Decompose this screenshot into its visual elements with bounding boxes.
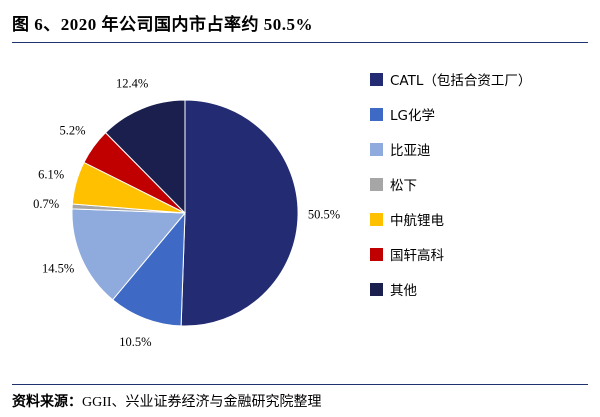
pie-value-label: 6.1%	[38, 168, 64, 182]
legend-label: CATL（包括合资工厂）	[390, 73, 532, 90]
pie-value-label: 5.2%	[59, 123, 85, 137]
legend-label: 国轩高科	[390, 248, 444, 265]
legend-label: 中航锂电	[390, 213, 444, 230]
title-divider	[12, 42, 588, 44]
legend-label: LG化学	[390, 108, 435, 125]
pie-value-label: 10.5%	[119, 335, 151, 349]
legend-swatch	[370, 107, 383, 121]
pie-slice	[180, 99, 299, 327]
legend-label: 其他	[390, 283, 417, 300]
pie-value-label: 0.7%	[33, 197, 59, 211]
figure-title: 图 6、2020 年公司国内市占率约 50.5%	[12, 15, 313, 34]
legend-swatch	[370, 247, 383, 261]
chart-legend: CATL（包括合资工厂） LG化学比亚迪松下中航锂电国轩高科其他	[370, 69, 531, 299]
pie-value-label: 14.5%	[42, 262, 74, 276]
pie-value-label: 12.4%	[116, 76, 148, 90]
pie-slice	[104, 99, 186, 215]
legend-swatch	[370, 212, 383, 226]
pie-chart-container: 50.5% 10.5% 14.5% 0.7% 6.1% 5.2% 12.4%	[12, 47, 362, 384]
legend-item: 比亚迪	[370, 139, 531, 159]
source-text: GGII、兴业证券经济与金融研究院整理	[82, 395, 322, 410]
pie-slice	[71, 208, 187, 301]
legend-item: CATL（包括合资工厂）	[370, 69, 531, 89]
legend-swatch	[370, 177, 383, 191]
legend-swatch	[370, 282, 383, 296]
pie-value-label: 50.5%	[308, 207, 340, 221]
footer-divider	[12, 384, 588, 385]
pie-slice	[111, 211, 186, 327]
legend-item: 其他	[370, 279, 531, 299]
source-label: 资料来源：	[12, 395, 82, 410]
chart-area: 50.5% 10.5% 14.5% 0.7% 6.1% 5.2% 12.4% CATL（包括…	[12, 47, 588, 384]
legend-swatch	[370, 72, 383, 86]
legend-item: LG化学	[370, 104, 531, 124]
legend-item: 中航锂电	[370, 209, 531, 229]
legend-item: 国轩高科	[370, 244, 531, 264]
legend-item: 松下	[370, 174, 531, 194]
pie-chart: 50.5% 10.5% 14.5% 0.7% 6.1% 5.2% 12.4%	[33, 76, 340, 349]
source-note: 资料来源：GGII、兴业证券经济与金融研究院整理	[12, 385, 588, 411]
legend-swatch	[370, 142, 383, 156]
legend-label: 松下	[390, 178, 417, 195]
legend-label: 比亚迪	[390, 143, 431, 160]
